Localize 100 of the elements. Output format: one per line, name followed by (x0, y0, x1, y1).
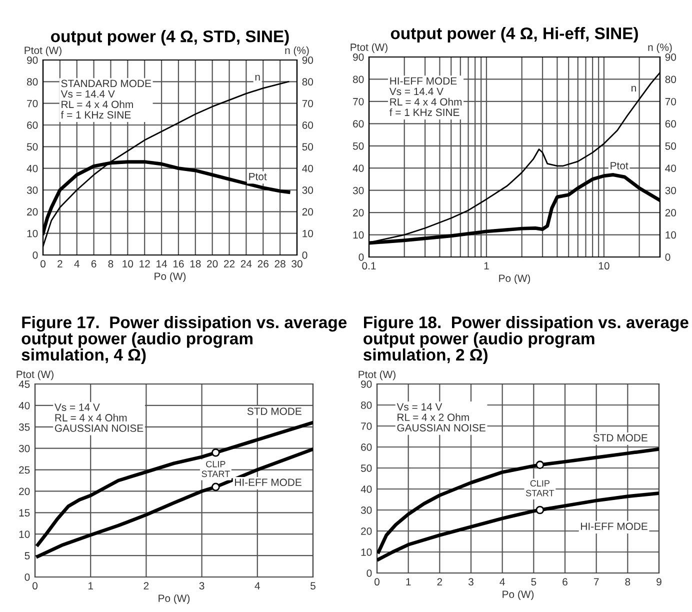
x-tick-label: 0 (374, 578, 380, 586)
annotation: STANDARD MODE Vs = 14.4 V RL = 4 x 4 Ohm f = 1 KHz SINE (60, 80, 152, 119)
x-tick-label: 8 (108, 260, 114, 268)
x-tick-label: 22 (224, 260, 235, 268)
chart-title: Figure 18. Power dissipation vs. average output power (audio program simulation, 2 Ω) (363, 316, 688, 364)
x-tick-label: 9 (656, 578, 662, 586)
y2-tick-label: 30 (302, 186, 314, 194)
x-tick-label: 5 (310, 582, 316, 590)
y2-axis-title: n (%) (648, 43, 672, 53)
y-tick-label: 40 (360, 486, 372, 493)
x-axis-title: Po (W) (154, 272, 186, 282)
x-tick-label: 8 (625, 578, 630, 586)
x-tick-label: 0.1 (362, 262, 376, 270)
y2-tick-label: 20 (302, 208, 314, 216)
annotation: Vs = 14 V RL = 4 x 2 Ohm GAUSSIAN NOISE (396, 403, 486, 432)
x-tick-label: 4 (254, 582, 260, 590)
y-tick-label: 60 (353, 120, 364, 128)
series-label: Ptot (249, 172, 267, 180)
series-label: Ptot (610, 162, 628, 170)
y-tick-label: 20 (361, 528, 372, 535)
series-label: STD MODE (593, 434, 648, 442)
y2-tick-label: 0 (665, 254, 670, 261)
y-tick-label: 90 (27, 56, 38, 64)
line-series (377, 491, 659, 562)
y2-tick-label: 30 (665, 186, 676, 194)
x-tick-label: 1 (484, 262, 489, 270)
y-tick-label: 90 (353, 54, 364, 61)
y2-tick-label: 60 (665, 120, 676, 128)
y-tick-label: 35 (18, 423, 30, 431)
x-tick-label: 12 (140, 260, 150, 268)
y-tick-label: 40 (26, 164, 38, 172)
series-label: n (632, 86, 636, 92)
y-tick-label: 50 (360, 464, 372, 472)
y2-tick-label: 60 (302, 122, 314, 129)
line-series (377, 447, 659, 554)
x-tick-label: 2 (144, 582, 149, 590)
x-tick-label: 2 (437, 578, 442, 586)
y-tick-label: 10 (27, 230, 38, 238)
x-tick-label: 4 (74, 260, 80, 268)
y-tick-label: 70 (27, 100, 38, 108)
y-tick-label: 45 (18, 380, 30, 388)
y2-tick-label: 40 (302, 164, 314, 172)
y-tick-label: 90 (361, 380, 372, 388)
x-tick-label: 26 (258, 260, 268, 268)
chart-title: output power (4 Ω, Hi-eff, SINE) (390, 27, 638, 43)
x-tick-label: 1 (88, 582, 93, 590)
chart-title: Figure 17. Power dissipation vs. average output power (audio program simulation, 4 Ω) (22, 316, 347, 364)
x-tick-label: 6 (91, 260, 96, 268)
y-tick-label: 70 (353, 98, 364, 106)
x-tick-label: 10 (598, 262, 610, 270)
x-tick-label: 7 (594, 578, 599, 586)
y2-tick-label: 20 (665, 209, 676, 216)
y-tick-label: 0 (32, 252, 38, 259)
line-series (36, 447, 313, 558)
y-axis-title: Ptot (W) (350, 43, 388, 53)
y2-tick-label: 0 (302, 252, 308, 259)
x-axis-title: Po (W) (158, 594, 190, 604)
annotation: Vs = 14 V RL = 4 x 4 Ohm GAUSSIAN NOISE (54, 404, 144, 432)
y-tick-label: 50 (26, 143, 38, 151)
x-tick-label: 30 (292, 260, 302, 268)
x-tick-label: 3 (199, 582, 204, 590)
y-tick-label: 80 (361, 402, 372, 409)
y-tick-label: 20 (27, 208, 38, 216)
annotation: CLIP START (202, 460, 230, 478)
y-tick-label: 80 (353, 76, 364, 84)
y-tick-label: 10 (19, 530, 30, 538)
line-series (36, 420, 313, 547)
y2-tick-label: 80 (302, 78, 314, 86)
x-tick-label: 1 (406, 578, 411, 586)
y-tick-label: 20 (353, 209, 364, 216)
annotation: CLIP START (526, 480, 554, 496)
y-tick-label: 80 (27, 78, 38, 86)
series-label: STD MODE (247, 408, 302, 415)
y-tick-label: 40 (18, 402, 30, 410)
y-tick-label: 50 (352, 142, 364, 150)
y-tick-label: 20 (19, 488, 30, 496)
y2-tick-label: 80 (665, 76, 676, 84)
y2-tick-label: 10 (666, 231, 676, 239)
y2-tick-label: 90 (302, 56, 314, 64)
y-tick-label: 0 (366, 570, 372, 577)
y-tick-label: 40 (352, 164, 364, 172)
annotation: HI-EFF MODE Vs = 14.4 V RL = 4 x 4 Ohm f = 1 KHz SINE (389, 77, 462, 116)
chart-title: output power (4 Ω, STD, SINE) (51, 30, 289, 46)
x-tick-label: 20 (207, 260, 218, 268)
x-tick-label: 16 (173, 260, 184, 268)
y-tick-label: 0 (358, 254, 364, 261)
y-tick-label: 30 (352, 186, 364, 194)
y-tick-label: 60 (27, 122, 38, 129)
y2-tick-label: 10 (302, 230, 314, 238)
x-axis-title: Po (W) (499, 274, 530, 284)
y-tick-label: 30 (360, 506, 372, 514)
x-tick-label: 2 (58, 260, 62, 268)
y2-tick-label: 40 (665, 164, 676, 172)
series-label: HI-EFF MODE (581, 522, 648, 530)
y-axis-title: Ptot (W) (24, 46, 62, 56)
x-tick-label: 6 (562, 578, 568, 586)
y-tick-label: 25 (19, 466, 30, 474)
x-tick-label: 14 (156, 260, 168, 268)
y-tick-label: 5 (24, 552, 30, 560)
x-tick-label: 0 (40, 260, 46, 268)
